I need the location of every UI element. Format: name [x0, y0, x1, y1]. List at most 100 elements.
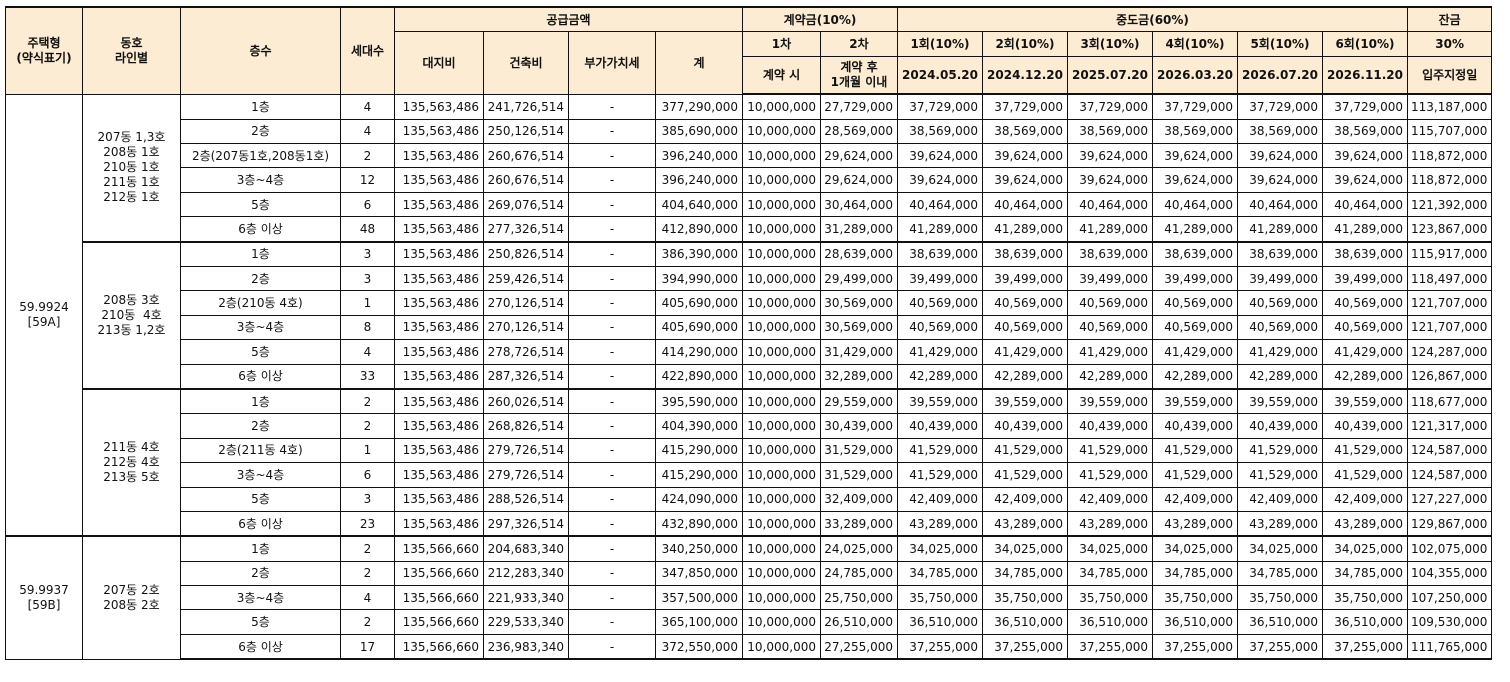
- vat-cell: -: [568, 216, 656, 243]
- interim-5-cell: 42,289,000: [1237, 363, 1323, 390]
- interim-2-cell: 40,439,000: [982, 413, 1068, 439]
- interim-4-cell: 41,289,000: [1152, 216, 1238, 243]
- interim-3-cell: 40,569,000: [1067, 314, 1153, 341]
- interim-3-cell: 38,569,000: [1067, 118, 1153, 145]
- floor-cell: 5층: [180, 191, 341, 218]
- interim-6-cell: 38,639,000: [1322, 240, 1408, 268]
- deposit-1-cell: 10,000,000: [742, 363, 821, 390]
- header-deposit-1-when: 계약 시: [742, 55, 821, 96]
- header-interim-date-2: 2024.12.20: [982, 55, 1068, 96]
- balance-cell: 126,867,000: [1406, 363, 1493, 390]
- balance-cell: 118,497,000: [1406, 266, 1493, 292]
- header-interim: 중도금(60%): [897, 6, 1408, 33]
- vat-cell: -: [568, 413, 656, 439]
- total-cell: 395,590,000: [655, 387, 743, 415]
- deposit-2-cell: 31,429,000: [820, 339, 898, 365]
- vat-cell: -: [568, 339, 656, 365]
- interim-5-cell: 41,529,000: [1237, 462, 1323, 488]
- deposit-1-cell: 10,000,000: [742, 462, 821, 488]
- interim-4-cell: 43,289,000: [1152, 510, 1238, 537]
- land-cost-cell: 135,563,486: [394, 290, 484, 316]
- floor-cell: 6층 이상: [180, 363, 341, 390]
- balance-cell: 121,707,000: [1406, 314, 1493, 341]
- interim-4-cell: 36,510,000: [1152, 609, 1238, 635]
- interim-1-cell: 36,510,000: [897, 609, 983, 635]
- units-cell: 1: [340, 290, 395, 316]
- interim-3-cell: 43,289,000: [1067, 510, 1153, 537]
- land-cost-cell: 135,563,486: [394, 510, 484, 537]
- table-row: 5층 4 135,563,486 278,726,514-414,290,000 10,…: [6, 339, 1493, 365]
- vat-cell: -: [568, 535, 656, 562]
- vat-cell: -: [568, 363, 656, 390]
- land-cost-cell: 135,563,486: [394, 118, 484, 145]
- interim-1-cell: 40,439,000: [897, 413, 983, 439]
- table-row: 5층 6 135,563,486 269,076,514-404,640,000 10,…: [6, 191, 1493, 218]
- interim-1-cell: 42,289,000: [897, 363, 983, 390]
- table-row: 6층 이상 17 135,566,660 236,983,340-372,550,00…: [6, 633, 1493, 661]
- interim-6-cell: 41,429,000: [1322, 339, 1408, 365]
- interim-1-cell: 41,529,000: [897, 462, 983, 488]
- building-cost-cell: 212,283,340: [483, 560, 569, 587]
- interim-1-cell: 41,429,000: [897, 339, 983, 365]
- balance-cell: 118,872,000: [1406, 143, 1493, 169]
- interim-5-cell: 34,785,000: [1237, 560, 1323, 587]
- interim-1-cell: 39,499,000: [897, 266, 983, 292]
- units-cell: 17: [340, 633, 395, 661]
- deposit-1-cell: 10,000,000: [742, 290, 821, 316]
- deposit-1-cell: 10,000,000: [742, 535, 821, 562]
- interim-5-cell: 36,510,000: [1237, 609, 1323, 635]
- total-cell: 347,850,000: [655, 560, 743, 587]
- interim-1-cell: 39,624,000: [897, 143, 983, 169]
- deposit-1-cell: 10,000,000: [742, 167, 821, 193]
- header-deposit-2-when: 계약 후 1개월 이내: [820, 55, 898, 96]
- interim-6-cell: 42,409,000: [1322, 486, 1408, 512]
- total-cell: 394,990,000: [655, 266, 743, 292]
- interim-6-cell: 35,750,000: [1322, 585, 1408, 611]
- interim-2-cell: 41,289,000: [982, 216, 1068, 243]
- interim-3-cell: 38,639,000: [1067, 240, 1153, 268]
- interim-5-cell: 40,439,000: [1237, 413, 1323, 439]
- interim-5-cell: 41,529,000: [1237, 437, 1323, 464]
- floor-cell: 3층~4층: [180, 462, 341, 488]
- units-cell: 2: [340, 413, 395, 439]
- balance-cell: 121,392,000: [1406, 191, 1493, 218]
- balance-cell: 115,917,000: [1406, 240, 1493, 268]
- land-cost-cell: 135,566,660: [394, 535, 484, 562]
- deposit-2-cell: 27,729,000: [820, 93, 898, 120]
- total-cell: 424,090,000: [655, 486, 743, 512]
- interim-4-cell: 40,569,000: [1152, 314, 1238, 341]
- building-cost-cell: 269,076,514: [483, 191, 569, 218]
- header-total: 계: [655, 31, 743, 95]
- interim-2-cell: 39,559,000: [982, 387, 1068, 415]
- interim-6-cell: 40,439,000: [1322, 413, 1408, 439]
- header-interim-6: 6회(10%): [1322, 31, 1408, 57]
- building-cost-cell: 241,726,514: [483, 93, 569, 120]
- deposit-2-cell: 30,569,000: [820, 314, 898, 341]
- land-cost-cell: 135,563,486: [394, 266, 484, 292]
- header-interim-date-3: 2025.07.20: [1067, 55, 1153, 96]
- balance-cell: 123,867,000: [1406, 216, 1493, 243]
- units-cell: 4: [340, 93, 395, 120]
- interim-4-cell: 34,025,000: [1152, 535, 1238, 562]
- vat-cell: -: [568, 462, 656, 488]
- interim-2-cell: 39,499,000: [982, 266, 1068, 292]
- deposit-2-cell: 31,529,000: [820, 462, 898, 488]
- interim-3-cell: 40,439,000: [1067, 413, 1153, 439]
- interim-1-cell: 38,569,000: [897, 118, 983, 145]
- floor-cell: 6층 이상: [180, 510, 341, 537]
- deposit-1-cell: 10,000,000: [742, 437, 821, 464]
- interim-2-cell: 36,510,000: [982, 609, 1068, 635]
- building-cost-cell: 279,726,514: [483, 462, 569, 488]
- interim-4-cell: 37,255,000: [1152, 633, 1238, 661]
- balance-cell: 118,872,000: [1406, 167, 1493, 193]
- interim-2-cell: 38,569,000: [982, 118, 1068, 145]
- land-cost-cell: 135,563,486: [394, 437, 484, 464]
- land-cost-cell: 135,563,486: [394, 216, 484, 243]
- header-balance-when: 입주지정일: [1406, 55, 1493, 96]
- units-cell: 3: [340, 486, 395, 512]
- interim-3-cell: 36,510,000: [1067, 609, 1153, 635]
- balance-cell: 127,227,000: [1406, 486, 1493, 512]
- building-cost-cell: 236,983,340: [483, 633, 569, 661]
- vat-cell: -: [568, 266, 656, 292]
- header-balance: 잔금: [1406, 6, 1493, 33]
